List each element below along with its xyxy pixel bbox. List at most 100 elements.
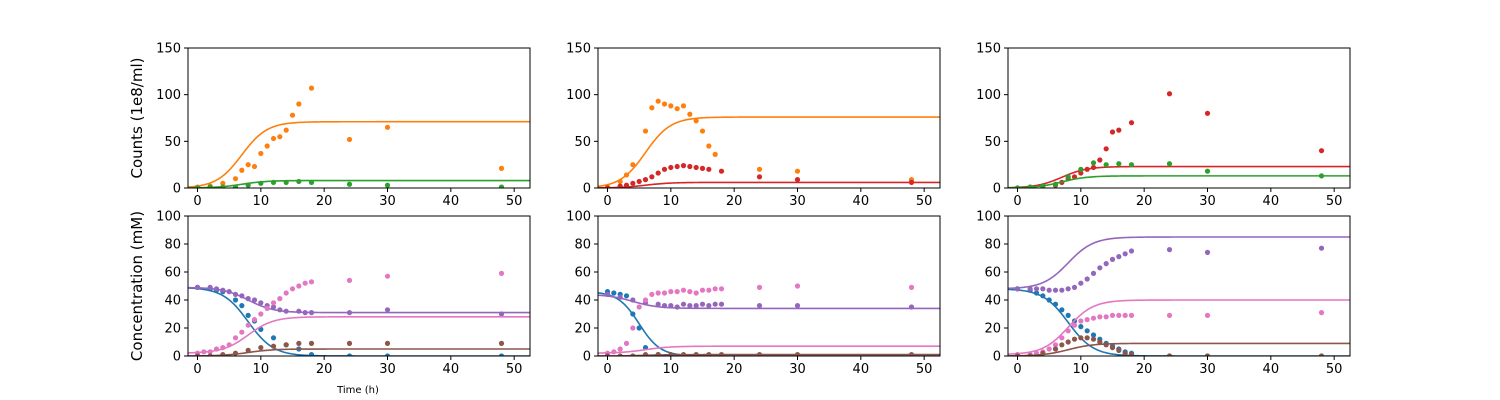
panel-bottom-left: 0 10 20 30 40 50 0 20 40 60 80 100 (156, 210, 531, 377)
data-point-red (693, 164, 699, 171)
data-point-purple (1084, 276, 1090, 282)
data-point-brown (706, 352, 712, 356)
fit-line-purple (1008, 236, 1350, 290)
data-point-purple (1052, 287, 1059, 293)
data-point-red (1204, 110, 1211, 116)
plot-area (188, 270, 530, 356)
data-point-green (296, 178, 302, 185)
y-tick-label: 40 (984, 294, 1001, 309)
data-point-brown (630, 353, 636, 356)
data-point-purple (194, 284, 201, 290)
data-point-red (706, 166, 712, 172)
data-point-brown (346, 340, 353, 346)
data-point-blue (1090, 332, 1097, 338)
data-point-orange (687, 111, 693, 117)
data-point-red (1116, 127, 1122, 133)
plot-area (598, 283, 940, 356)
x-tick-label: 20 (316, 362, 333, 377)
y-tick-label: 80 (574, 238, 591, 253)
data-point-pink (220, 345, 226, 351)
x-tick-label: 30 (379, 362, 396, 377)
data-point-orange (220, 180, 226, 186)
y-tick-label: 20 (984, 322, 1001, 337)
data-point-brown (1122, 350, 1128, 356)
data-point-brown (794, 352, 801, 356)
data-point-pink (794, 283, 801, 289)
data-point-blue (1052, 301, 1059, 307)
data-point-pink (251, 317, 258, 323)
data-point-purple (1040, 286, 1046, 292)
data-point-purple (908, 304, 915, 310)
data-point-orange (756, 166, 763, 172)
x-tick-label: 30 (1199, 362, 1216, 377)
data-point-pink (655, 290, 661, 296)
data-point-brown (270, 343, 277, 349)
data-point-red (718, 168, 725, 174)
x-tick-label: 50 (1326, 362, 1343, 377)
data-point-green (1204, 168, 1211, 174)
y-tick-label: 0 (583, 350, 591, 365)
data-point-purple (498, 311, 505, 317)
data-point-brown (680, 352, 687, 356)
data-point-pink (1065, 328, 1071, 334)
data-point-red (1166, 91, 1173, 97)
data-point-red (1103, 146, 1109, 152)
x-tick-label: 10 (253, 362, 270, 377)
x-tick-label: 10 (663, 362, 680, 377)
data-point-red (630, 180, 636, 186)
y-tick-label: 100 (976, 88, 1001, 103)
data-point-purple (302, 310, 308, 316)
data-point-pink (264, 305, 270, 311)
x-tick-label: 40 (443, 362, 460, 377)
data-point-purple (680, 301, 687, 307)
data-point-orange (699, 128, 706, 134)
axes-frame (597, 47, 941, 189)
data-point-brown (718, 352, 725, 356)
data-point-red (687, 163, 693, 170)
data-point-brown (1204, 353, 1211, 356)
data-point-red (636, 178, 642, 185)
axes-frame (1007, 215, 1351, 357)
data-point-red (1318, 148, 1325, 154)
data-point-green (220, 184, 226, 188)
x-tick-label: 10 (1073, 194, 1090, 209)
axes-frame (597, 215, 941, 357)
data-point-purple (384, 307, 391, 313)
data-point-orange (283, 127, 289, 133)
data-point-orange (630, 162, 636, 168)
axes-frame (1007, 47, 1351, 189)
data-point-purple (617, 294, 623, 300)
data-point-green (308, 179, 315, 185)
data-point-orange (308, 85, 315, 91)
data-point-brown (756, 352, 763, 356)
panel-bottom-middle: 0 10 20 30 40 50 0 20 40 60 80 100 (566, 210, 941, 377)
data-point-brown (1014, 353, 1021, 356)
data-point-pink (302, 280, 308, 286)
y-tick-label: 100 (566, 88, 591, 103)
x-tick-label: 0 (603, 194, 611, 209)
data-point-brown (308, 340, 315, 346)
data-point-purple (1027, 286, 1033, 292)
data-point-purple (668, 303, 674, 309)
data-point-blue (636, 325, 642, 331)
fit-line-orange (188, 120, 530, 188)
x-tick-label: 30 (789, 194, 806, 209)
data-point-orange (264, 143, 270, 149)
data-point-orange (661, 101, 668, 107)
data-point-purple (699, 301, 706, 307)
y-tick-label: 150 (156, 42, 181, 57)
y-tick-label: 0 (993, 350, 1001, 365)
data-point-purple (283, 308, 289, 314)
x-tick-label: 10 (663, 194, 680, 209)
plot-area (1008, 236, 1350, 356)
y-tick-label: 60 (984, 266, 1001, 281)
data-point-brown (1097, 339, 1103, 345)
data-point-orange (712, 151, 718, 157)
x-tick-label: 10 (253, 194, 270, 209)
data-point-pink (630, 325, 636, 331)
data-point-green (207, 184, 213, 188)
data-point-purple (674, 304, 680, 310)
data-point-orange (617, 178, 623, 185)
data-point-pink (308, 279, 315, 285)
data-point-pink (1084, 317, 1090, 323)
